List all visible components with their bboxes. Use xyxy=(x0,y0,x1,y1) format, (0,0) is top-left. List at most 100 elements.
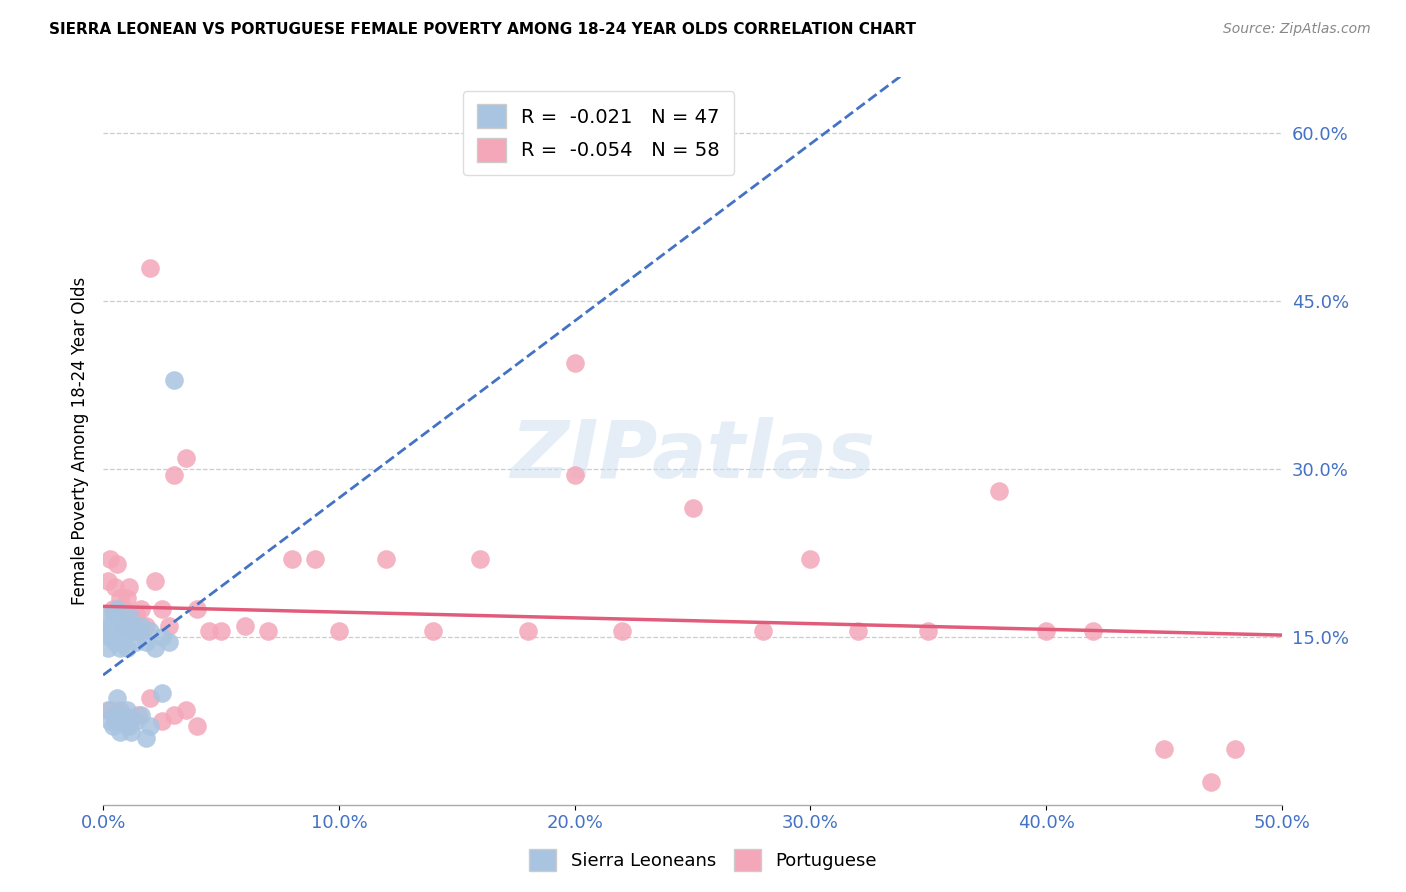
Point xyxy=(139,719,162,733)
Text: SIERRA LEONEAN VS PORTUGUESE FEMALE POVERTY AMONG 18-24 YEAR OLDS CORRELATION CH: SIERRA LEONEAN VS PORTUGUESE FEMALE POVE… xyxy=(49,22,917,37)
Point xyxy=(112,613,135,627)
Point xyxy=(1035,624,1057,639)
Point xyxy=(108,618,131,632)
Point xyxy=(97,641,120,656)
Legend: Sierra Leoneans, Portuguese: Sierra Leoneans, Portuguese xyxy=(522,842,884,879)
Point xyxy=(198,624,221,639)
Point xyxy=(98,714,121,728)
Point xyxy=(846,624,869,639)
Point xyxy=(139,691,162,706)
Point xyxy=(150,714,173,728)
Text: ZIPatlas: ZIPatlas xyxy=(510,417,875,494)
Point xyxy=(1199,775,1222,789)
Point xyxy=(125,635,148,649)
Point xyxy=(610,624,633,639)
Point xyxy=(104,714,127,728)
Point xyxy=(105,691,128,706)
Point xyxy=(135,618,157,632)
Point xyxy=(163,467,186,482)
Point xyxy=(105,630,128,644)
Point xyxy=(150,602,173,616)
Point xyxy=(917,624,939,639)
Point xyxy=(111,618,134,632)
Point xyxy=(120,613,142,627)
Point xyxy=(422,624,444,639)
Point xyxy=(98,630,121,644)
Point xyxy=(209,624,232,639)
Point xyxy=(988,484,1011,499)
Point xyxy=(104,635,127,649)
Point xyxy=(101,607,124,622)
Point xyxy=(112,602,135,616)
Point xyxy=(112,630,135,644)
Point xyxy=(115,591,138,605)
Point xyxy=(98,551,121,566)
Point xyxy=(516,624,538,639)
Point xyxy=(129,708,152,723)
Point xyxy=(135,731,157,745)
Point xyxy=(470,551,492,566)
Point xyxy=(97,624,120,639)
Point xyxy=(139,260,162,275)
Point xyxy=(564,356,586,370)
Point xyxy=(120,725,142,739)
Point xyxy=(115,618,138,632)
Point xyxy=(101,624,124,639)
Point xyxy=(1083,624,1105,639)
Point xyxy=(97,702,120,716)
Point xyxy=(97,574,120,588)
Point xyxy=(157,618,180,632)
Point xyxy=(112,708,135,723)
Point xyxy=(122,618,145,632)
Point xyxy=(752,624,775,639)
Point xyxy=(1223,741,1246,756)
Point xyxy=(111,624,134,639)
Point xyxy=(115,719,138,733)
Point xyxy=(125,607,148,622)
Point xyxy=(150,686,173,700)
Point xyxy=(128,708,150,723)
Point xyxy=(104,613,127,627)
Point xyxy=(101,719,124,733)
Point xyxy=(101,602,124,616)
Point xyxy=(108,591,131,605)
Point xyxy=(118,607,141,622)
Point xyxy=(233,618,256,632)
Point xyxy=(118,580,141,594)
Point xyxy=(157,635,180,649)
Point xyxy=(143,574,166,588)
Point xyxy=(98,702,121,716)
Point xyxy=(799,551,821,566)
Point xyxy=(128,624,150,639)
Point xyxy=(163,708,186,723)
Legend: R =  -0.021   N = 47, R =  -0.054   N = 58: R = -0.021 N = 47, R = -0.054 N = 58 xyxy=(463,91,734,175)
Y-axis label: Female Poverty Among 18-24 Year Olds: Female Poverty Among 18-24 Year Olds xyxy=(72,277,89,605)
Point xyxy=(111,714,134,728)
Text: Source: ZipAtlas.com: Source: ZipAtlas.com xyxy=(1223,22,1371,37)
Point xyxy=(139,624,162,639)
Point xyxy=(94,607,117,622)
Point xyxy=(257,624,280,639)
Point xyxy=(280,551,302,566)
Point xyxy=(186,602,208,616)
Point xyxy=(105,557,128,571)
Point xyxy=(104,580,127,594)
Point xyxy=(108,641,131,656)
Point xyxy=(564,467,586,482)
Point xyxy=(1153,741,1175,756)
Point xyxy=(98,618,121,632)
Point xyxy=(328,624,350,639)
Point xyxy=(104,708,127,723)
Point xyxy=(118,719,141,733)
Point xyxy=(108,702,131,716)
Point xyxy=(304,551,326,566)
Point xyxy=(129,602,152,616)
Point xyxy=(122,624,145,639)
Point xyxy=(186,719,208,733)
Point xyxy=(150,630,173,644)
Point xyxy=(135,635,157,649)
Point xyxy=(129,618,152,632)
Point xyxy=(115,702,138,716)
Point xyxy=(143,641,166,656)
Point xyxy=(115,641,138,656)
